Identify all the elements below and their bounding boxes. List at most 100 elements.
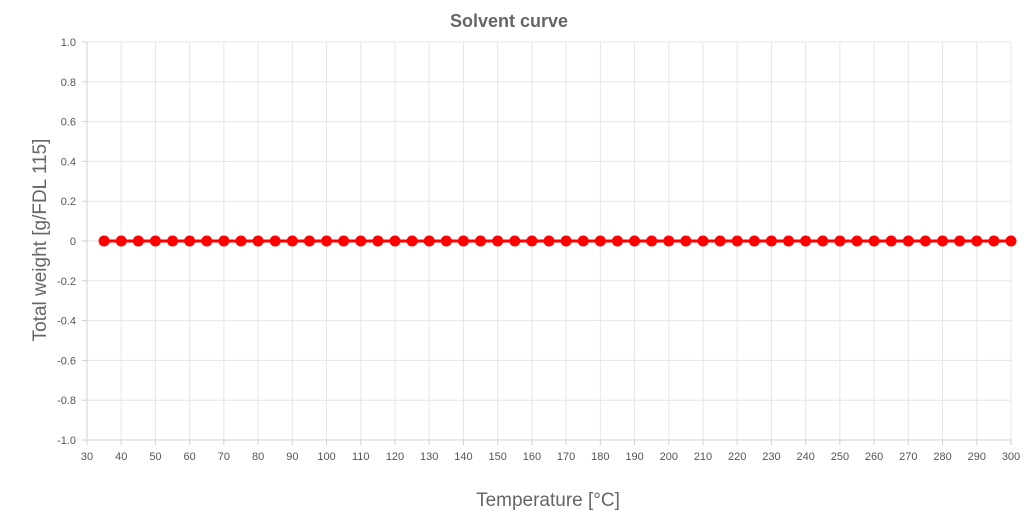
x-tick-label: 300 bbox=[1002, 451, 1020, 463]
data-point[interactable] bbox=[663, 235, 675, 247]
data-point[interactable] bbox=[937, 235, 949, 247]
data-point[interactable] bbox=[303, 235, 315, 247]
x-tick-label: 210 bbox=[694, 451, 712, 463]
x-axis-label: Temperature [°C] bbox=[476, 490, 620, 511]
data-point[interactable] bbox=[286, 235, 298, 247]
data-point[interactable] bbox=[629, 235, 641, 247]
y-tick-label: -1.0 bbox=[57, 435, 76, 447]
data-point[interactable] bbox=[577, 235, 589, 247]
data-point[interactable] bbox=[389, 235, 401, 247]
data-point[interactable] bbox=[783, 235, 795, 247]
data-point[interactable] bbox=[509, 235, 521, 247]
data-point[interactable] bbox=[423, 235, 435, 247]
x-tick-label: 90 bbox=[286, 451, 298, 463]
y-axis-ticks: 1.0 0.8 0.6 0.4 0.2 0 -0.2 -0.4 -0.6 -0.8 -1.0 bbox=[57, 37, 87, 447]
data-point[interactable] bbox=[372, 235, 384, 247]
data-point[interactable] bbox=[543, 235, 555, 247]
x-tick-label: 270 bbox=[899, 451, 917, 463]
data-point[interactable] bbox=[440, 235, 452, 247]
data-point[interactable] bbox=[919, 235, 931, 247]
data-point[interactable] bbox=[184, 235, 196, 247]
x-tick-label: 190 bbox=[625, 451, 643, 463]
data-point[interactable] bbox=[457, 235, 469, 247]
x-axis-ticks: 30 40 50 60 70 80 90 100 110 120 130 140 150 160 170 18… bbox=[81, 440, 1020, 463]
y-tick-label: 0.2 bbox=[61, 196, 76, 208]
y-tick-label: -0.4 bbox=[57, 316, 76, 328]
data-point[interactable] bbox=[680, 235, 692, 247]
data-point[interactable] bbox=[646, 235, 658, 247]
data-point[interactable] bbox=[594, 235, 606, 247]
x-tick-label: 200 bbox=[660, 451, 678, 463]
y-tick-label: 0.4 bbox=[61, 156, 76, 168]
data-point[interactable] bbox=[201, 235, 213, 247]
data-point[interactable] bbox=[115, 235, 127, 247]
x-tick-label: 180 bbox=[591, 451, 609, 463]
data-point[interactable] bbox=[954, 235, 966, 247]
data-point[interactable] bbox=[98, 235, 110, 247]
data-point[interactable] bbox=[971, 235, 983, 247]
data-point[interactable] bbox=[149, 235, 161, 247]
x-tick-label: 280 bbox=[933, 451, 951, 463]
x-tick-label: 130 bbox=[420, 451, 438, 463]
x-tick-label: 60 bbox=[184, 451, 196, 463]
x-tick-label: 50 bbox=[149, 451, 161, 463]
data-point[interactable] bbox=[834, 235, 846, 247]
data-point[interactable] bbox=[560, 235, 572, 247]
x-tick-label: 140 bbox=[454, 451, 472, 463]
data-point[interactable] bbox=[902, 235, 914, 247]
x-tick-label: 40 bbox=[115, 451, 127, 463]
data-point[interactable] bbox=[252, 235, 264, 247]
x-tick-label: 220 bbox=[728, 451, 746, 463]
series bbox=[98, 235, 1017, 247]
x-tick-label: 100 bbox=[317, 451, 335, 463]
data-point[interactable] bbox=[714, 235, 726, 247]
x-tick-label: 260 bbox=[865, 451, 883, 463]
data-point[interactable] bbox=[885, 235, 897, 247]
data-point[interactable] bbox=[167, 235, 179, 247]
data-point[interactable] bbox=[868, 235, 880, 247]
y-tick-label: 0.6 bbox=[61, 117, 76, 129]
data-point[interactable] bbox=[988, 235, 1000, 247]
data-point[interactable] bbox=[800, 235, 812, 247]
data-point[interactable] bbox=[355, 235, 367, 247]
x-tick-label: 250 bbox=[831, 451, 849, 463]
chart-title: Solvent curve bbox=[450, 11, 568, 31]
data-point[interactable] bbox=[817, 235, 829, 247]
x-tick-label: 80 bbox=[252, 451, 264, 463]
y-tick-label: -0.6 bbox=[57, 355, 76, 367]
data-point[interactable] bbox=[338, 235, 350, 247]
data-point[interactable] bbox=[132, 235, 144, 247]
x-tick-label: 230 bbox=[762, 451, 780, 463]
data-point[interactable] bbox=[269, 235, 281, 247]
y-tick-label: 0.8 bbox=[61, 77, 76, 89]
data-point[interactable] bbox=[321, 235, 333, 247]
x-tick-label: 170 bbox=[557, 451, 575, 463]
data-point[interactable] bbox=[697, 235, 709, 247]
x-tick-label: 70 bbox=[218, 451, 230, 463]
x-tick-label: 150 bbox=[488, 451, 506, 463]
data-point[interactable] bbox=[1005, 235, 1017, 247]
y-tick-label: 1.0 bbox=[61, 37, 76, 49]
x-tick-label: 240 bbox=[796, 451, 814, 463]
x-tick-label: 30 bbox=[81, 451, 93, 463]
y-axis-label: Total weight [g/FDL 115] bbox=[30, 139, 51, 342]
data-point[interactable] bbox=[526, 235, 538, 247]
data-point[interactable] bbox=[218, 235, 230, 247]
data-point[interactable] bbox=[235, 235, 247, 247]
data-point[interactable] bbox=[611, 235, 623, 247]
y-tick-label: 0 bbox=[70, 236, 76, 248]
x-tick-label: 110 bbox=[352, 451, 370, 463]
data-point[interactable] bbox=[851, 235, 863, 247]
data-point[interactable] bbox=[475, 235, 487, 247]
series-layer bbox=[98, 235, 1017, 247]
x-tick-label: 290 bbox=[968, 451, 986, 463]
data-point[interactable] bbox=[748, 235, 760, 247]
data-point[interactable] bbox=[765, 235, 777, 247]
data-point[interactable] bbox=[406, 235, 418, 247]
data-point[interactable] bbox=[731, 235, 743, 247]
y-tick-label: -0.8 bbox=[57, 395, 76, 407]
data-point[interactable] bbox=[492, 235, 504, 247]
x-tick-label: 160 bbox=[523, 451, 541, 463]
x-tick-label: 120 bbox=[386, 451, 404, 463]
